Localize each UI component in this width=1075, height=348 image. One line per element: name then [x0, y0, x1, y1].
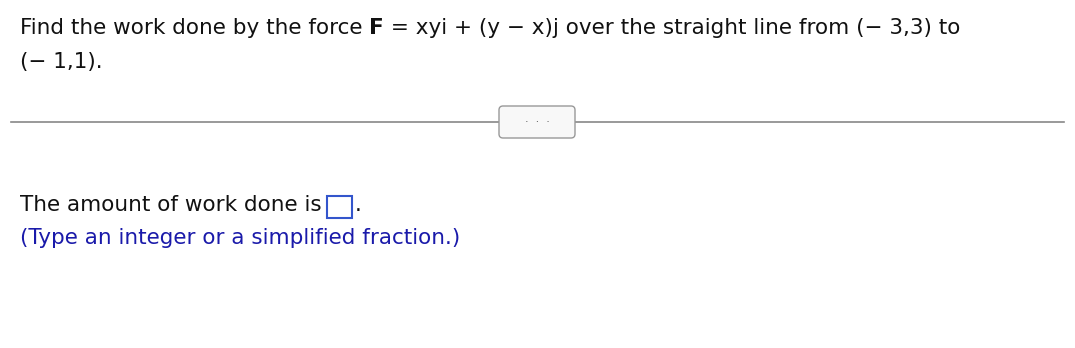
Text: (Type an integer or a simplified fraction.): (Type an integer or a simplified fractio… [20, 228, 460, 248]
Text: (− 1,1).: (− 1,1). [20, 52, 102, 72]
FancyBboxPatch shape [499, 106, 575, 138]
Text: The amount of work done is: The amount of work done is [20, 195, 321, 215]
Text: Find the work done by the force: Find the work done by the force [20, 18, 370, 38]
FancyBboxPatch shape [327, 196, 352, 218]
Text: = xyi + (y − x)j over the straight line from (− 3,3) to: = xyi + (y − x)j over the straight line … [384, 18, 960, 38]
Text: ·  ·  ·: · · · [525, 117, 549, 127]
Text: .: . [355, 195, 361, 215]
Text: F: F [370, 18, 384, 38]
